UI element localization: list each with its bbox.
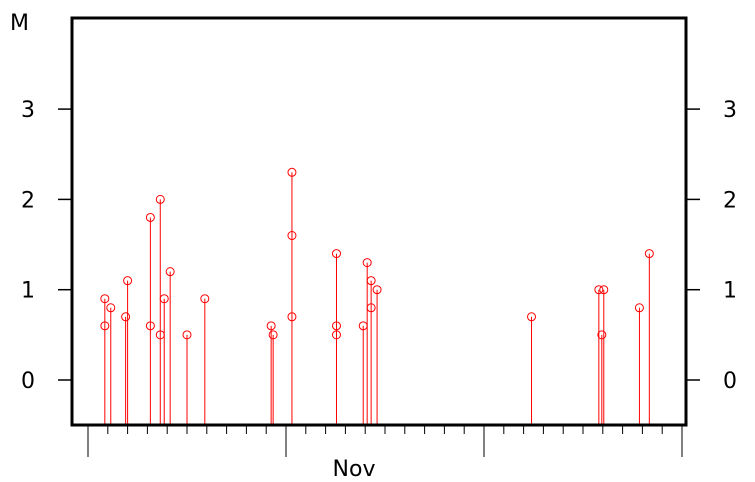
event-marker: [372, 285, 382, 295]
event-marker: [121, 312, 131, 322]
y-axis-label: M: [10, 11, 29, 36]
event-marker: [634, 303, 644, 313]
event-marker: [155, 194, 165, 204]
event-marker: [287, 167, 297, 177]
event-marker: [266, 321, 276, 331]
y-tick-label-right: 3: [723, 98, 737, 123]
event-marker: [366, 276, 376, 286]
event-marker: [123, 276, 133, 286]
event-marker: [182, 330, 192, 340]
ticks-layer: 0 0 1 1 2 2 3 3 Nov: [21, 98, 737, 482]
y-tick-label-left: 2: [21, 188, 35, 213]
event-marker: [594, 285, 604, 295]
event-marker: [597, 330, 607, 340]
event-marker: [268, 330, 278, 340]
event-marker: [145, 321, 155, 331]
y-tick-label-left: 3: [21, 98, 35, 123]
event-marker: [287, 231, 297, 241]
event-marker: [599, 285, 609, 295]
event-marker: [331, 321, 341, 331]
event-marker: [100, 294, 110, 304]
event-marker: [159, 294, 169, 304]
event-marker: [366, 303, 376, 313]
event-marker: [362, 258, 372, 268]
plot-frame: [70, 16, 688, 427]
event-marker: [200, 294, 210, 304]
y-tick-label-right: 1: [723, 279, 737, 304]
y-tick-label-left: 1: [21, 279, 35, 304]
event-marker: [644, 249, 654, 259]
x-tick-label: Nov: [333, 457, 376, 482]
event-marker: [331, 330, 341, 340]
event-marker: [145, 212, 155, 222]
y-tick-label-right: 2: [723, 188, 737, 213]
y-tick-label-right: 0: [723, 369, 737, 394]
event-marker: [287, 312, 297, 322]
event-marker: [527, 312, 537, 322]
event-marker: [100, 321, 110, 331]
event-marker: [331, 249, 341, 259]
stems-layer: [100, 167, 654, 425]
event-marker: [106, 303, 116, 313]
event-marker: [165, 267, 175, 277]
y-tick-label-left: 0: [21, 369, 35, 394]
